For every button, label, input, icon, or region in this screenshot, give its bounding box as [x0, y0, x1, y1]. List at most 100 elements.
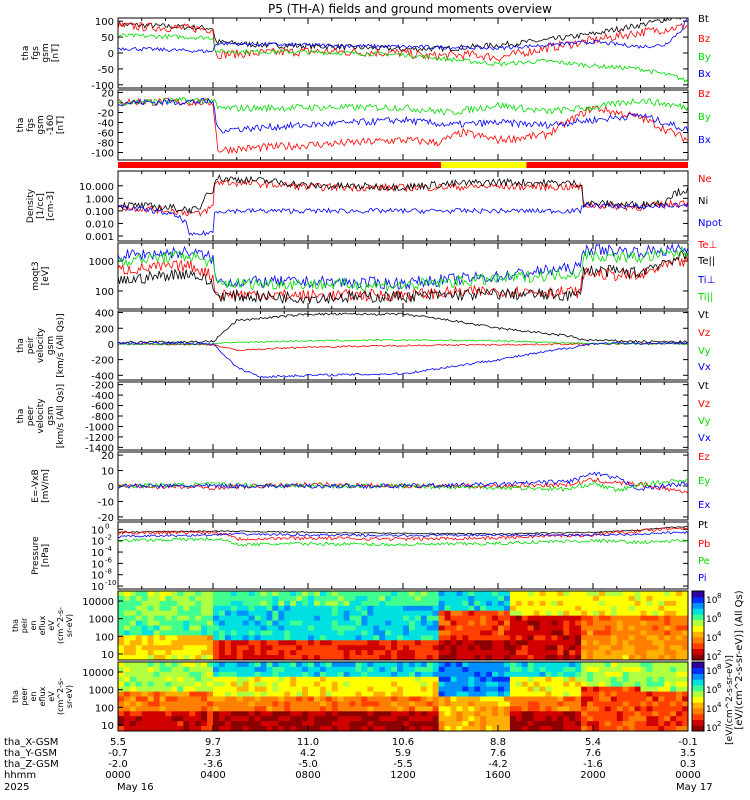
- spectrogram-cell: [462, 706, 469, 712]
- spectrogram-cell: [670, 645, 677, 651]
- spectrogram-cell: [337, 605, 345, 612]
- spectrogram-cell: [604, 706, 612, 712]
- spectrogram-cell: [444, 716, 451, 722]
- spectrogram-cell: [361, 696, 368, 702]
- spectrogram-cell: [260, 696, 267, 702]
- spectrogram-cell: [266, 726, 273, 732]
- spectrogram-cell: [230, 605, 238, 612]
- spectrogram-cell: [486, 666, 493, 673]
- spectrogram-cell: [325, 686, 333, 692]
- spectrogram-cell: [397, 666, 404, 673]
- spectrogram-cell: [432, 591, 440, 597]
- spectrogram-cell: [171, 620, 178, 626]
- spectrogram-cell: [403, 691, 410, 697]
- spectrogram-cell: [587, 726, 594, 732]
- spectrogram-cell: [242, 650, 250, 656]
- spectrogram-cell: [509, 662, 517, 668]
- spectrogram-cell: [610, 600, 618, 607]
- spectrogram-cell: [201, 676, 208, 683]
- spectrogram-cell: [325, 726, 333, 732]
- spectrogram-cell: [218, 615, 226, 621]
- footer-date-start: May 16: [117, 782, 154, 793]
- spectrogram-cell: [474, 726, 481, 732]
- spectrogram-cell: [486, 701, 493, 707]
- spectrogram-cell: [563, 630, 570, 636]
- spectrogram-cell: [551, 635, 558, 641]
- spectrogram-cell: [171, 666, 178, 673]
- spectrogram-cell: [557, 610, 564, 617]
- spectrogram-cell: [254, 630, 261, 636]
- spectrogram-cell: [527, 716, 535, 722]
- spectrogram-cell: [147, 716, 155, 722]
- spectrogram-cell: [284, 610, 291, 617]
- spectrogram-cell: [557, 666, 564, 673]
- spectrogram-cell: [408, 640, 416, 646]
- spectrogram-cell: [598, 662, 606, 668]
- footer-value: 0400: [200, 770, 225, 781]
- spectrogram-cell: [123, 600, 131, 607]
- spectrogram-cell: [260, 595, 267, 602]
- spectrogram-cell: [141, 591, 149, 597]
- spectrogram-cell: [610, 645, 618, 651]
- spectrogram-cell: [408, 645, 416, 651]
- spectrogram-cell: [682, 640, 689, 646]
- spectrogram-cell: [218, 600, 226, 607]
- spectrogram-cell: [610, 625, 618, 631]
- spectrogram-cell: [450, 716, 457, 722]
- spectrogram-cell: [302, 706, 309, 712]
- spectrogram-cell: [444, 600, 451, 607]
- spectrogram-cell: [331, 605, 339, 612]
- legend-entry: Pt: [698, 520, 708, 531]
- spectrogram-cell: [272, 650, 279, 656]
- spectrogram-cell: [426, 701, 434, 707]
- spectrogram-cell: [313, 671, 321, 678]
- spectrogram-cell: [616, 635, 624, 641]
- spectrogram-cell: [545, 645, 552, 651]
- y-tick-label: -60: [98, 129, 114, 140]
- spectrogram-cell: [355, 706, 362, 712]
- spectrogram-cell: [355, 595, 362, 602]
- spectrogram-cell: [664, 630, 671, 636]
- spectrogram-cell: [598, 595, 606, 602]
- colorbar-swatch: [692, 614, 704, 621]
- spectrogram-cell: [640, 600, 647, 607]
- spectrogram-cell: [129, 701, 137, 707]
- spectrogram-cell: [438, 615, 445, 621]
- spectrogram-cell: [420, 696, 428, 702]
- spectrogram-cell: [230, 706, 238, 712]
- spectrogram-cell: [189, 645, 196, 651]
- y-tick-label-exponent: -4: [105, 545, 113, 553]
- spectrogram-cell: [218, 726, 226, 732]
- spectrogram-cell: [230, 691, 238, 697]
- spectrogram-cell: [165, 600, 172, 607]
- spectrogram-cell: [153, 615, 160, 621]
- spectrogram-cell: [373, 666, 380, 673]
- spectrogram-cell: [426, 711, 434, 717]
- spectrogram-cell: [670, 666, 677, 673]
- spectrogram-cell: [640, 681, 647, 688]
- spectrogram-cell: [658, 605, 665, 612]
- spectrogram-cell: [177, 696, 184, 702]
- spectrogram-cell: [569, 681, 576, 688]
- spectrogram-cell: [593, 721, 600, 727]
- spectrogram-cell: [367, 595, 374, 602]
- spectrogram-cell: [664, 600, 671, 607]
- spectrogram-cell: [278, 676, 285, 683]
- spectrogram-cell: [664, 615, 671, 621]
- spectrogram-cell: [325, 600, 333, 607]
- spectrogram-cell: [135, 662, 143, 668]
- spectrogram-cell: [432, 666, 440, 673]
- spectrogram-cell: [123, 706, 131, 712]
- spectrogram-cell: [634, 591, 641, 597]
- spectrogram-cell: [539, 716, 546, 722]
- spectrogram-cell: [652, 706, 659, 712]
- spectrogram-cell: [420, 635, 428, 641]
- spectrogram-cell: [218, 716, 226, 722]
- legend-entry: Npot: [698, 218, 722, 229]
- spectrogram-cell: [260, 591, 267, 597]
- spectrogram-cell: [587, 630, 594, 636]
- spectrogram-cell: [373, 640, 380, 646]
- spectrogram-cell: [218, 605, 226, 612]
- spectrogram-cell: [373, 711, 380, 717]
- spectrogram-cell: [616, 605, 624, 612]
